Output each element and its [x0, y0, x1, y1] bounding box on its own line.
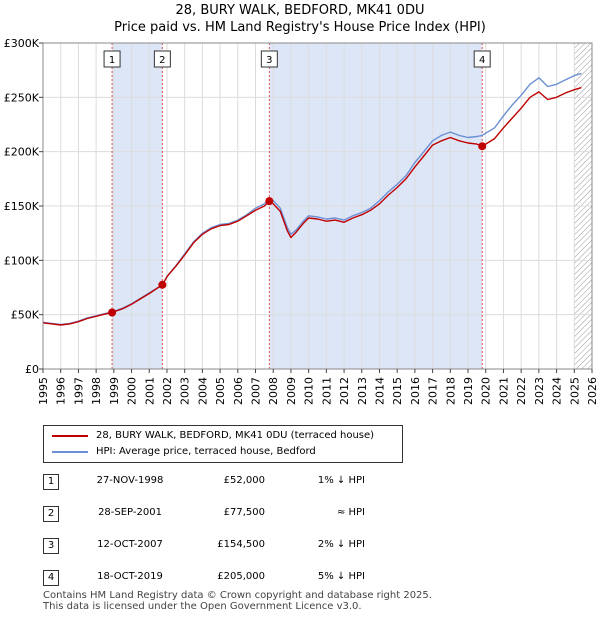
x-tick-label: 2005	[214, 377, 227, 405]
x-tick-label: 2015	[391, 377, 404, 405]
sale-hpi-comparison: ≈ HPI	[336, 507, 365, 518]
x-tick-label: 2009	[285, 377, 298, 405]
sale-date: 27-NOV-1998	[96, 475, 164, 486]
sale-price: £154,500	[217, 539, 265, 550]
y-tick-label: £100K	[4, 254, 40, 267]
x-tick-label: 2006	[232, 377, 245, 405]
x-tick-label: 2000	[126, 377, 139, 405]
sale-label-box	[103, 50, 121, 68]
sale-number-badge: 2	[43, 506, 59, 522]
x-tick-label: 2022	[515, 377, 528, 405]
x-tick-label: 2019	[462, 377, 475, 405]
x-tick-label: 1995	[37, 377, 50, 405]
x-tick-label: 2021	[497, 377, 510, 405]
sale-date: 28-SEP-2001	[98, 507, 162, 518]
sale-number-badge: 1	[43, 474, 59, 490]
x-tick-label: 1997	[72, 377, 85, 405]
series-lines	[42, 72, 582, 326]
legend-swatch-hpi	[52, 451, 88, 453]
legend-label-property: 28, BURY WALK, BEDFORD, MK41 0DU (terrac…	[96, 430, 375, 441]
sale-point	[108, 308, 117, 317]
y-tick-label: £200K	[4, 146, 40, 159]
chart-subtitle: Price paid vs. HM Land Registry's House …	[114, 20, 486, 35]
x-tick-label: 2008	[267, 377, 280, 405]
x-tick-label: 1999	[108, 377, 121, 405]
footer-licence: This data is licensed under the Open Gov…	[43, 601, 362, 612]
x-tick-label: 2010	[303, 377, 316, 405]
x-tick-label: 2016	[409, 377, 422, 405]
sale-price: £52,000	[223, 475, 265, 486]
legend-swatch-property	[52, 435, 88, 437]
property-line	[42, 86, 582, 326]
sale-number-badge: 4	[43, 570, 59, 586]
x-tick-label: 2020	[480, 377, 493, 405]
sale-number-badge: 3	[43, 538, 59, 554]
sale-price: £205,000	[217, 571, 265, 582]
table-row: 2 28-SEP-2001 £77,500 ≈ HPI	[43, 506, 463, 524]
sale-label-box	[473, 50, 491, 68]
sale-label: 1	[109, 55, 115, 66]
x-tick-label: 2001	[143, 377, 156, 405]
table-row: 1 27-NOV-1998 £52,000 1% ↓ HPI	[43, 474, 463, 492]
sale-label: 4	[479, 55, 485, 66]
sale-markers	[108, 142, 487, 317]
x-tick-label: 2004	[196, 377, 209, 405]
chart-title: 28, BURY WALK, BEDFORD, MK41 0DU	[175, 3, 425, 18]
y-tick-label: £250K	[4, 91, 40, 104]
sale-hpi-comparison: 5% ↓ HPI	[317, 571, 365, 582]
x-tick-label: 2002	[161, 377, 174, 405]
footer: Contains HM Land Registry data © Crown c…	[43, 590, 432, 612]
y-tick-label: £300K	[4, 37, 40, 50]
sale-date: 18-OCT-2019	[97, 571, 163, 582]
y-tick-label: £0	[25, 363, 39, 376]
table-row: 3 12-OCT-2007 £154,500 2% ↓ HPI	[43, 538, 463, 556]
x-tick-label: 1998	[90, 377, 103, 405]
footer-copyright: Contains HM Land Registry data © Crown c…	[43, 590, 432, 601]
legend-label-hpi: HPI: Average price, terraced house, Bedf…	[96, 446, 316, 457]
legend: 28, BURY WALK, BEDFORD, MK41 0DU (terrac…	[43, 425, 403, 463]
x-tick-label: 2014	[373, 377, 386, 405]
sale-vertical-lines: 1 2 3 4	[103, 43, 491, 369]
table-row: 4 18-OCT-2019 £205,000 5% ↓ HPI	[43, 570, 463, 588]
x-tick-label: 2003	[179, 377, 192, 405]
sale-hpi-comparison: 2% ↓ HPI	[317, 539, 365, 550]
y-tick-label: £150K	[4, 200, 40, 213]
x-tick-label: 2007	[250, 377, 263, 405]
x-tick-label: 2025	[568, 377, 581, 405]
x-tick-label: 2011	[320, 377, 333, 405]
sale-label: 3	[266, 55, 272, 66]
price-chart: 1 2 3 4 £0 £50K £100K £150K £200K £250K £300K 1995…	[4, 37, 599, 405]
sale-point	[478, 142, 487, 151]
x-tick-label: 1996	[55, 377, 68, 405]
sale-label: 2	[159, 55, 165, 66]
sale-point	[265, 197, 274, 206]
sale-label-box	[260, 50, 278, 68]
sale-price: £77,500	[223, 507, 265, 518]
x-tick-label: 2024	[551, 377, 564, 405]
x-tick-label: 2018	[444, 377, 457, 405]
x-tick-label: 2013	[356, 377, 369, 405]
sale-point	[158, 280, 167, 289]
x-tick-label: 2017	[427, 377, 440, 405]
sale-label-box	[153, 50, 171, 68]
x-tick-label: 2012	[338, 377, 351, 405]
sale-hpi-comparison: 1% ↓ HPI	[317, 475, 365, 486]
y-tick-label: £50K	[11, 309, 40, 322]
x-tick-label: 2026	[586, 377, 599, 405]
sale-date: 12-OCT-2007	[97, 539, 163, 550]
x-tick-label: 2023	[533, 377, 546, 405]
